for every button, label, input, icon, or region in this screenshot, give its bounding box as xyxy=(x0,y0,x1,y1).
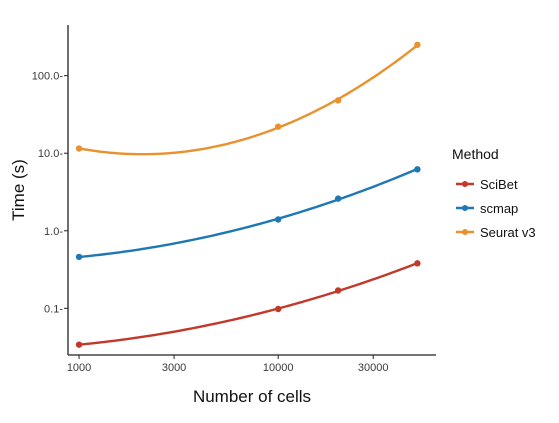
data-point xyxy=(274,123,282,130)
y-tick-label: 10.0- xyxy=(38,148,63,160)
data-point xyxy=(274,305,282,313)
x-tick-label: 30000 xyxy=(358,362,389,374)
data-point xyxy=(414,166,421,173)
legend-label: Seurat v3 xyxy=(480,225,536,240)
series-line xyxy=(77,44,419,156)
data-point xyxy=(274,216,282,223)
y-axis-title: Time (s) xyxy=(9,159,28,221)
series-line xyxy=(77,167,419,259)
data-point xyxy=(414,260,421,267)
data-point xyxy=(75,145,83,152)
x-tick-label: 10000 xyxy=(263,362,294,374)
legend-key-point xyxy=(462,205,468,211)
y-tick-label: 1.0- xyxy=(44,226,63,238)
y-tick-label: 100.0- xyxy=(32,71,64,83)
legend-key-point xyxy=(462,181,468,187)
data-point xyxy=(414,41,421,48)
data-point xyxy=(334,195,342,202)
legend-title: Method xyxy=(452,146,499,162)
x-tick-label: 1000 xyxy=(67,362,91,374)
data-point xyxy=(75,341,83,348)
legend: Method SciBet scmap Seurat v3 xyxy=(452,146,536,240)
series-line xyxy=(77,261,419,346)
x-tick-label: 3000 xyxy=(162,362,186,374)
x-ticks: 1000 3000 10000 30000 xyxy=(67,355,389,374)
legend-label: SciBet xyxy=(480,177,518,192)
y-ticks: 0.1- 1.0- 10.0- 100.0- xyxy=(32,71,68,315)
legend-key-point xyxy=(462,229,468,235)
series-layer xyxy=(75,41,421,348)
y-tick-label: 0.1- xyxy=(44,303,63,315)
data-point xyxy=(75,253,83,261)
data-point xyxy=(334,97,342,104)
legend-label: scmap xyxy=(480,201,518,216)
x-axis-title: Number of cells xyxy=(193,387,311,406)
data-point xyxy=(334,287,342,294)
